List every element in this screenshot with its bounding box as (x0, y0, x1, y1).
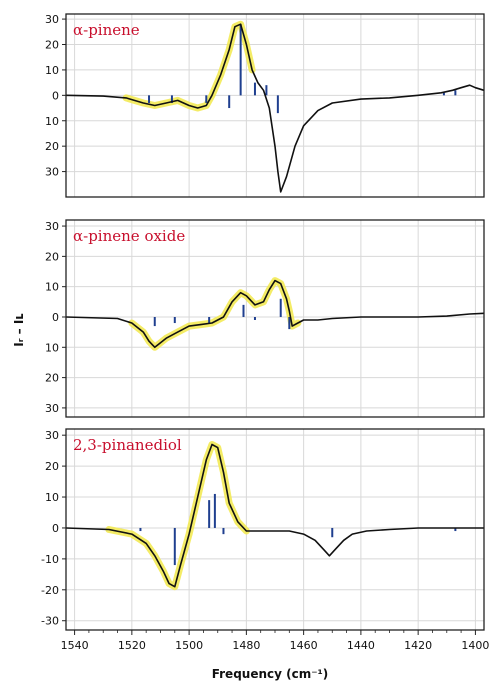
y-tick-label: 30 (45, 402, 59, 415)
y-tick-label: 30 (45, 220, 59, 233)
x-tick-label: 1460 (290, 639, 318, 652)
y-tick-label: 30 (45, 13, 59, 26)
panel-frame (65, 13, 485, 198)
panel-label: α-pinene (73, 21, 140, 39)
y-tick-label: 10 (45, 64, 59, 77)
x-axis-label: Frequency (cm⁻¹) (212, 667, 329, 681)
panel-label: α-pinene oxide (73, 227, 185, 245)
x-tick-label: 1420 (404, 639, 432, 652)
y-tick-label: 10 (45, 281, 59, 294)
y-tick-label: 0 (52, 311, 59, 324)
x-tick-label: 1480 (232, 639, 260, 652)
y-tick-label: -10 (41, 553, 59, 566)
y-tick-label: 20 (45, 460, 59, 473)
y-tick-label: 30 (45, 166, 59, 179)
y-tick-label: 10 (45, 491, 59, 504)
x-tick-label: 1400 (461, 639, 489, 652)
y-tick-label: 10 (45, 115, 59, 128)
x-tick-label: 1520 (118, 639, 146, 652)
panel-label: 2,3-pinanediol (73, 436, 182, 454)
y-axis-label: Iᵣ – Iʟ (12, 313, 26, 347)
x-tick-label: 1440 (347, 639, 375, 652)
x-tick-label: 1500 (175, 639, 203, 652)
spectrum-trace (65, 443, 484, 588)
x-tick-label: 1540 (61, 639, 89, 652)
panel-3: 30 20 10 0 -10 -20 -30 2,3-pinanediol (41, 428, 485, 631)
y-tick-label: 30 (45, 429, 59, 442)
y-tick-label: 10 (45, 341, 59, 354)
spectrum-trace (65, 279, 485, 349)
y-tick-label: -20 (41, 584, 59, 597)
y-tick-label: 0 (52, 522, 59, 535)
y-tick-label: 20 (45, 39, 59, 52)
panel-frame (65, 428, 485, 631)
highlight-band (128, 277, 302, 351)
panel-2: 30 20 10 0 10 20 30 α-pinene oxide (45, 219, 485, 418)
y-tick-label: 20 (45, 372, 59, 385)
y-tick-label: 0 (52, 89, 59, 102)
panel-1: 30 20 10 0 10 20 30 α-pinene (45, 13, 485, 198)
spectrum-trace (65, 23, 485, 193)
y-tick-label: 20 (45, 250, 59, 263)
panel-frame (65, 219, 485, 418)
y-tick-label: 20 (45, 140, 59, 153)
y-tick-label: -30 (41, 615, 59, 628)
